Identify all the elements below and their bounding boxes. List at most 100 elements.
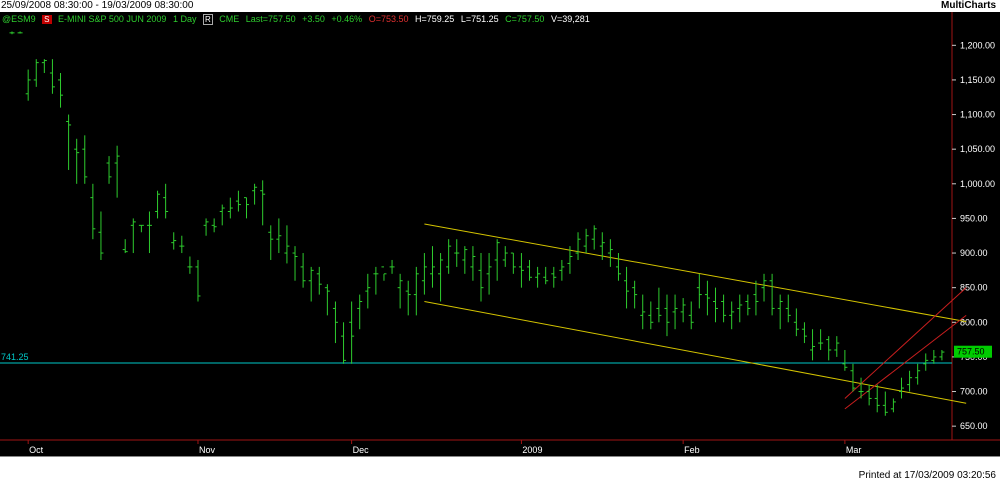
- ohlc-bar: [842, 349, 848, 371]
- ohlc-bar: [462, 246, 468, 274]
- ohlc-bar: [163, 183, 169, 219]
- y-tick-label: 800.00: [960, 317, 988, 327]
- y-tick-label: 1,050.00: [960, 144, 995, 154]
- ohlc-bar: [373, 266, 379, 295]
- ohlc-bar: [332, 301, 338, 344]
- ohlc-bar: [632, 280, 638, 309]
- x-tick-label: Mar: [846, 445, 862, 455]
- y-tick-label: 650.00: [960, 421, 988, 431]
- close-value: C=757.50: [505, 14, 545, 24]
- ohlc-bar: [365, 273, 371, 309]
- ohlc-bar: [583, 228, 589, 254]
- ohlc-bar: [696, 273, 702, 309]
- printed-timestamp: Printed at 17/03/2009 03:20:56: [858, 470, 996, 481]
- style-badge[interactable]: S: [42, 15, 52, 24]
- ohlc-bar: [446, 239, 452, 274]
- ohlc-bar: [535, 266, 541, 288]
- ohlc-bar: [324, 284, 330, 316]
- change-value: +3.50: [302, 14, 325, 24]
- y-tick-label: 950.00: [960, 213, 988, 223]
- ohlc-chart[interactable]: 650.00700.00750.00800.00850.00900.00950.…: [0, 12, 1000, 456]
- ohlc-bar: [543, 266, 549, 285]
- ohlc-bar: [615, 253, 621, 281]
- high-value: H=759.25: [415, 14, 455, 24]
- y-tick-label: 1,000.00: [960, 179, 995, 189]
- ohlc-bar: [219, 204, 225, 226]
- ohlc-bar: [357, 294, 363, 330]
- ohlc-bar: [300, 253, 306, 288]
- ohlc-bar: [640, 294, 646, 330]
- ohlc-bar: [90, 183, 96, 240]
- ohlc-bar: [17, 31, 23, 34]
- ohlc-bar: [349, 301, 355, 364]
- yellow-channel-upper: [424, 223, 967, 323]
- realtime-badge[interactable]: R: [202, 14, 213, 25]
- ohlc-bar: [82, 135, 88, 184]
- ohlc-bar: [567, 246, 573, 274]
- ohlc-bar: [203, 218, 209, 236]
- ohlc-bar: [810, 329, 816, 361]
- ohlc-bar: [737, 294, 743, 323]
- exchange-label: CME: [219, 14, 240, 24]
- ohlc-bar: [381, 266, 387, 281]
- ohlc-bar: [341, 322, 347, 364]
- horizontal-line-label: 741.25: [1, 352, 29, 362]
- y-tick-label: 850.00: [960, 283, 988, 293]
- ohlc-bar: [114, 145, 120, 198]
- ohlc-bar: [729, 301, 735, 330]
- ohlc-bar: [413, 266, 419, 316]
- ohlc-bar: [74, 138, 80, 184]
- open-value: O=753.50: [368, 14, 409, 24]
- ohlc-bar: [527, 259, 533, 281]
- y-tick-label: 1,100.00: [960, 110, 995, 120]
- ohlc-bar: [745, 294, 751, 316]
- x-tick-label: 2009: [522, 445, 542, 455]
- ohlc-bar: [397, 273, 403, 309]
- ohlc-bar: [785, 294, 791, 323]
- change-percent: +0.46%: [331, 14, 363, 24]
- ohlc-bar: [292, 246, 298, 281]
- ohlc-bar: [915, 363, 921, 385]
- volume-value: V=39,281: [550, 14, 590, 24]
- x-tick-label: Oct: [29, 445, 44, 455]
- ohlc-bar: [777, 294, 783, 330]
- ohlc-bar: [106, 156, 112, 184]
- ohlc-bar: [454, 239, 460, 267]
- ohlc-bar: [882, 391, 888, 416]
- last-price-tag-label: 757.50: [957, 347, 985, 357]
- ohlc-bar: [138, 224, 144, 233]
- ohlc-bar: [834, 336, 840, 357]
- ohlc-bar: [146, 211, 152, 254]
- ohlc-bar: [268, 225, 274, 260]
- ohlc-bar: [923, 353, 929, 371]
- app-name-label: MultiCharts: [941, 0, 996, 11]
- chart-area[interactable]: 650.00700.00750.00800.00850.00900.00950.…: [0, 12, 1000, 456]
- ohlc-bar: [179, 235, 185, 254]
- ohlc-bar: [850, 363, 856, 392]
- ohlc-bar: [704, 280, 710, 316]
- ohlc-bar: [25, 69, 31, 101]
- ohlc-bar: [227, 197, 233, 219]
- y-tick-label: 700.00: [960, 387, 988, 397]
- ohlc-bar: [486, 253, 492, 295]
- red-channel-lower: [844, 314, 967, 410]
- ohlc-bar: [389, 259, 395, 274]
- ohlc-bar: [49, 59, 55, 94]
- footer: Printed at 17/03/2009 03:20:56: [0, 456, 1000, 482]
- x-tick-label: Nov: [199, 445, 216, 455]
- ohlc-bar: [826, 336, 832, 361]
- ohlc-bar: [939, 349, 945, 361]
- yellow-channel-lower: [424, 301, 967, 404]
- ohlc-bar: [260, 180, 266, 226]
- ohlc-bar: [510, 252, 516, 274]
- ohlc-bar: [66, 114, 72, 170]
- ohlc-bar: [171, 232, 177, 250]
- interval-label: 1 Day: [172, 14, 197, 24]
- last-price: Last=757.50: [245, 14, 296, 24]
- ohlc-bar: [591, 225, 597, 250]
- ohlc-bar: [421, 253, 427, 295]
- ohlc-bar: [551, 266, 557, 288]
- symbol-info-bar: @ESM9 S E-MINI S&P 500 JUN 2009 1 Day R …: [2, 14, 594, 25]
- ohlc-bar: [753, 280, 759, 316]
- y-tick-label: 1,150.00: [960, 75, 995, 85]
